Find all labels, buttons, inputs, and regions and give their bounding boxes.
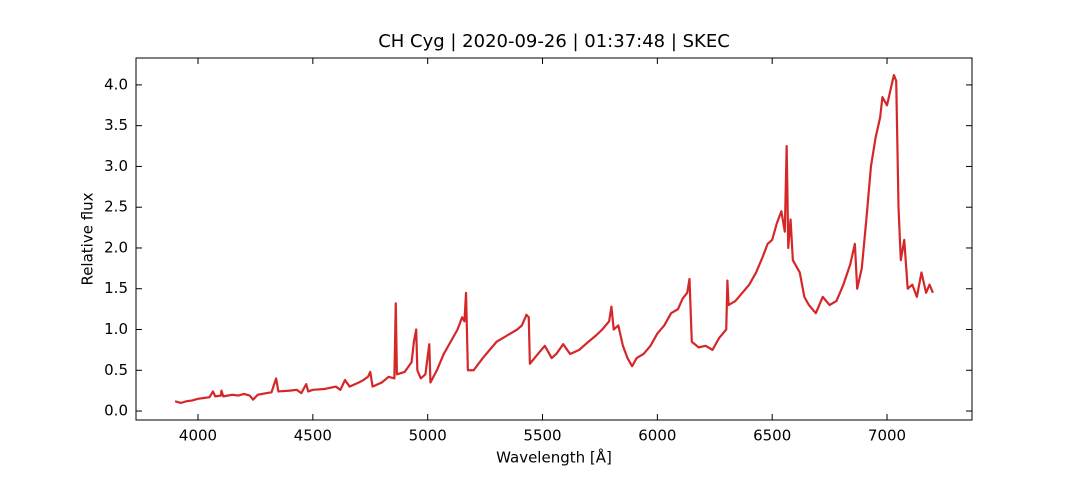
- spectrum-line: [174, 74, 934, 404]
- y-tick-label: 2.5: [104, 198, 128, 216]
- chart-title: CH Cyg | 2020-09-26 | 01:37:48 | SKEC: [378, 31, 730, 52]
- x-tick-label: 5500: [523, 427, 561, 445]
- x-tick-label: 5000: [409, 427, 447, 445]
- y-tick-label: 1.5: [104, 279, 128, 297]
- y-tick-label: 4.0: [104, 75, 128, 93]
- x-tick-label: 4500: [294, 427, 332, 445]
- x-tick-label: 6500: [753, 427, 791, 445]
- x-tick-label: 6000: [638, 427, 676, 445]
- y-tick-label: 2.0: [104, 238, 128, 256]
- x-tick-label: 7000: [868, 427, 906, 445]
- y-tick-label: 0.5: [104, 361, 128, 379]
- y-tick-label: 3.5: [104, 116, 128, 134]
- y-tick-label: 0.0: [104, 402, 128, 420]
- y-tick-label: 3.0: [104, 157, 128, 175]
- y-tick-label: 1.0: [104, 320, 128, 338]
- x-tick-label: 4000: [179, 427, 217, 445]
- y-axis-label: Relative flux: [79, 192, 97, 285]
- x-axis-label: Wavelength [Å]: [496, 448, 612, 467]
- plot-frame: [135, 57, 973, 421]
